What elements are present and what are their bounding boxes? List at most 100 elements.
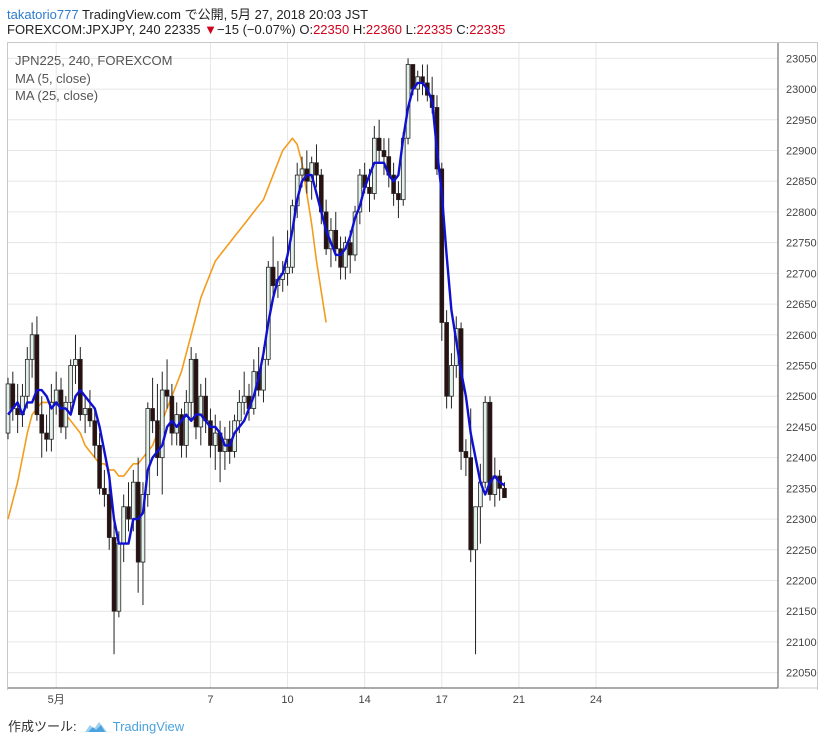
candle-body-73 <box>357 174 363 213</box>
grid-lines <box>8 43 778 688</box>
y-tick-label-18: 22950 <box>786 115 817 127</box>
footer: 作成ツール: TradingView <box>8 716 184 735</box>
close-label: C: <box>456 22 470 37</box>
candle-49 <box>241 371 247 415</box>
candle-body-20 <box>102 487 107 495</box>
y-tick-label-17: 22900 <box>786 146 817 158</box>
candle-body-14 <box>73 358 78 366</box>
candle-body-19 <box>97 444 102 489</box>
candle-body-71 <box>347 242 353 256</box>
legend-instrument: JPN225, 240, FOREXCOM <box>15 53 173 68</box>
candle-body-70 <box>343 242 348 268</box>
candle-body-96 <box>468 457 474 551</box>
candle-39 <box>193 353 199 440</box>
candle-101 <box>492 457 498 507</box>
y-tick-label-6: 22350 <box>786 483 817 495</box>
y-tick-label-16: 22850 <box>786 176 817 188</box>
candle-body-95 <box>463 451 469 459</box>
candle-body-94 <box>458 328 464 452</box>
x-tick-label-5: 21 <box>513 694 525 706</box>
candle-21 <box>106 482 112 550</box>
candle-27 <box>135 457 141 593</box>
candle-body-8 <box>44 432 49 440</box>
y-tick-label-2: 22150 <box>786 606 817 618</box>
author-link[interactable]: takatorio777 <box>7 7 79 22</box>
candle-body-0 <box>5 383 11 434</box>
candle-body-39 <box>193 358 199 428</box>
candle-36 <box>179 408 184 458</box>
candle-body-5 <box>29 334 35 360</box>
legend-ma5: MA (5, close) <box>15 71 91 86</box>
candle-31 <box>155 383 160 477</box>
chart-frame <box>7 42 818 690</box>
candle-body-2 <box>15 408 20 416</box>
chart-header-publish: takatorio777 TradingView.com で公開, 5月 27,… <box>7 4 368 23</box>
candle-body-24 <box>121 506 126 545</box>
candle-body-91 <box>444 322 449 397</box>
x-tick-label-2: 10 <box>281 694 293 706</box>
candle-body-12 <box>63 401 69 428</box>
candle-79 <box>386 138 392 188</box>
candle-body-1 <box>10 383 16 409</box>
footer-made-with: 作成ツール: <box>8 719 77 734</box>
candle-42 <box>208 408 213 458</box>
candle-body-22 <box>111 537 117 612</box>
ma5-series <box>7 81 506 545</box>
candle-body-92 <box>449 365 454 397</box>
candle-body-42 <box>208 420 213 446</box>
candle-38 <box>188 347 194 421</box>
candle-3 <box>20 383 25 427</box>
candle-73 <box>357 168 363 225</box>
candle-18 <box>92 408 98 458</box>
y-tick-label-19: 23000 <box>786 84 817 96</box>
candle-body-48 <box>237 401 242 422</box>
candle-body-99 <box>482 401 488 483</box>
publish-info: で公開, 5月 27, 2018 20:03 JST <box>184 7 369 22</box>
candle-95 <box>463 439 469 477</box>
candle-body-80 <box>391 174 396 194</box>
candle-body-23 <box>116 543 122 612</box>
candle-37 <box>184 390 189 458</box>
candle-body-13 <box>68 365 73 403</box>
footer-brand[interactable]: TradingView <box>112 719 185 734</box>
low-label: L: <box>405 22 417 37</box>
candle-43 <box>212 414 218 470</box>
open-value: 22350 <box>313 22 350 37</box>
candle-81 <box>396 181 401 219</box>
candle-body-77 <box>376 137 382 151</box>
candle-5 <box>29 322 35 378</box>
candle-body-63 <box>309 162 314 182</box>
candle-body-28 <box>140 494 146 563</box>
y-tick-label-5: 22300 <box>786 514 817 526</box>
y-tick-label-10: 22550 <box>786 361 817 373</box>
candle-94 <box>458 322 464 470</box>
candle-15 <box>78 347 83 421</box>
candle-body-38 <box>188 358 194 403</box>
chart-header-quote: FOREXCOM:JPXJPY, 240 22335 ▼−15 (−0.07%)… <box>7 22 505 37</box>
y-tick-label-8: 22450 <box>786 422 817 434</box>
candle-body-15 <box>78 358 83 416</box>
y-tick-label-3: 22200 <box>786 576 817 588</box>
candle-body-33 <box>164 389 170 397</box>
candle-body-6 <box>34 334 40 416</box>
candle-body-36 <box>179 414 184 446</box>
candle-body-30 <box>150 408 155 422</box>
candle-33 <box>164 359 170 409</box>
candle-body-72 <box>352 211 358 256</box>
candle-69 <box>338 236 343 280</box>
candle-17 <box>87 390 93 427</box>
price-change: −15 (−0.07%) <box>216 22 296 37</box>
candle-1 <box>10 371 16 421</box>
candle-body-37 <box>184 401 189 446</box>
tradingview-logo-icon <box>84 722 107 732</box>
axes: 22050 22100 22150 22200 22250 22300 22350 22400… <box>8 43 818 706</box>
high-label: H: <box>352 22 366 37</box>
candle-10 <box>53 371 59 415</box>
candle-91 <box>444 310 449 409</box>
y-tick-label-13: 22700 <box>786 268 817 280</box>
candle-6 <box>34 316 40 421</box>
candle-body-75 <box>367 186 372 194</box>
candle-body-26 <box>131 481 136 520</box>
x-tick-label-6: 24 <box>590 694 602 706</box>
